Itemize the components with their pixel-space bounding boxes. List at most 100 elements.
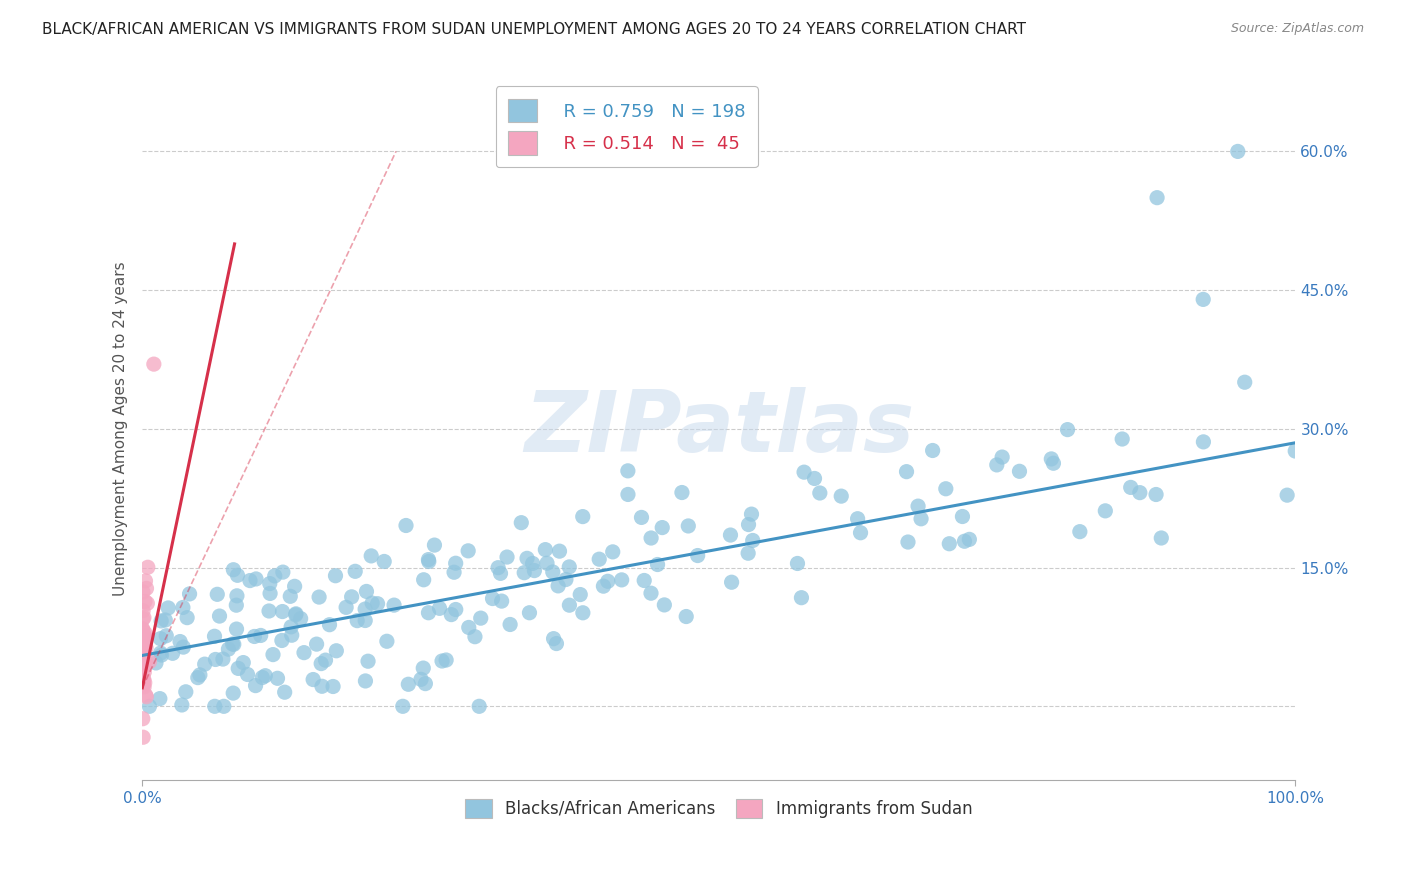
- Point: [935, 482, 957, 496]
- Point: [610, 573, 633, 587]
- Point: [547, 579, 569, 593]
- Point: [896, 465, 918, 479]
- Point: [221, 637, 243, 651]
- Point: [444, 602, 467, 616]
- Point: [134, 629, 156, 643]
- Point: [135, 688, 157, 702]
- Point: [252, 671, 274, 685]
- Point: [1275, 488, 1298, 502]
- Point: [588, 552, 610, 566]
- Point: [278, 590, 301, 604]
- Point: [543, 632, 565, 646]
- Point: [640, 531, 662, 545]
- Point: [633, 574, 655, 588]
- Point: [434, 653, 457, 667]
- Point: [309, 657, 332, 671]
- Point: [592, 579, 614, 593]
- Point: [149, 632, 172, 646]
- Point: [284, 607, 307, 621]
- Point: [132, 610, 155, 624]
- Point: [534, 542, 557, 557]
- Point: [357, 654, 380, 668]
- Point: [596, 574, 619, 589]
- Point: [675, 609, 697, 624]
- Point: [617, 487, 640, 501]
- Point: [132, 632, 155, 646]
- Point: [418, 552, 440, 566]
- Point: [651, 520, 673, 534]
- Point: [132, 604, 155, 618]
- Y-axis label: Unemployment Among Ages 20 to 24 years: Unemployment Among Ages 20 to 24 years: [114, 261, 128, 596]
- Point: [907, 499, 929, 513]
- Point: [354, 602, 377, 616]
- Point: [271, 605, 294, 619]
- Point: [602, 545, 624, 559]
- Point: [499, 617, 522, 632]
- Point: [957, 533, 980, 547]
- Point: [188, 668, 211, 682]
- Point: [132, 660, 155, 674]
- Point: [1129, 485, 1152, 500]
- Point: [245, 572, 267, 586]
- Point: [132, 654, 155, 668]
- Point: [134, 594, 156, 608]
- Point: [225, 622, 247, 636]
- Point: [145, 656, 167, 670]
- Point: [481, 591, 503, 606]
- Point: [132, 634, 155, 648]
- Point: [569, 588, 592, 602]
- Point: [737, 517, 759, 532]
- Point: [418, 606, 440, 620]
- Point: [212, 699, 235, 714]
- Point: [720, 575, 742, 590]
- Point: [938, 537, 960, 551]
- Point: [149, 691, 172, 706]
- Point: [470, 611, 492, 625]
- Point: [170, 698, 193, 712]
- Point: [546, 636, 568, 650]
- Point: [412, 661, 434, 675]
- Point: [686, 549, 709, 563]
- Point: [523, 564, 546, 578]
- Point: [1119, 480, 1142, 494]
- Point: [464, 630, 486, 644]
- Point: [803, 471, 825, 485]
- Point: [249, 628, 271, 642]
- Point: [174, 685, 197, 699]
- Point: [1008, 464, 1031, 478]
- Point: [444, 556, 467, 570]
- Point: [522, 557, 544, 571]
- Point: [187, 671, 209, 685]
- Point: [155, 629, 177, 643]
- Point: [138, 655, 160, 669]
- Point: [429, 601, 451, 615]
- Point: [571, 509, 593, 524]
- Point: [489, 566, 512, 581]
- Point: [266, 671, 288, 685]
- Point: [134, 629, 156, 643]
- Point: [280, 628, 302, 642]
- Point: [176, 610, 198, 624]
- Point: [132, 637, 155, 651]
- Point: [555, 573, 578, 587]
- Point: [418, 554, 440, 568]
- Point: [263, 569, 285, 583]
- Point: [356, 584, 378, 599]
- Point: [131, 658, 153, 673]
- Point: [284, 579, 307, 593]
- Point: [136, 560, 159, 574]
- Point: [513, 566, 536, 580]
- Point: [208, 609, 231, 624]
- Point: [150, 614, 173, 628]
- Point: [361, 596, 384, 610]
- Point: [308, 590, 330, 604]
- Point: [1040, 451, 1063, 466]
- Point: [325, 644, 347, 658]
- Point: [259, 586, 281, 600]
- Point: [322, 680, 344, 694]
- Point: [373, 554, 395, 568]
- Point: [340, 590, 363, 604]
- Point: [225, 598, 247, 612]
- Point: [132, 640, 155, 655]
- Point: [132, 678, 155, 692]
